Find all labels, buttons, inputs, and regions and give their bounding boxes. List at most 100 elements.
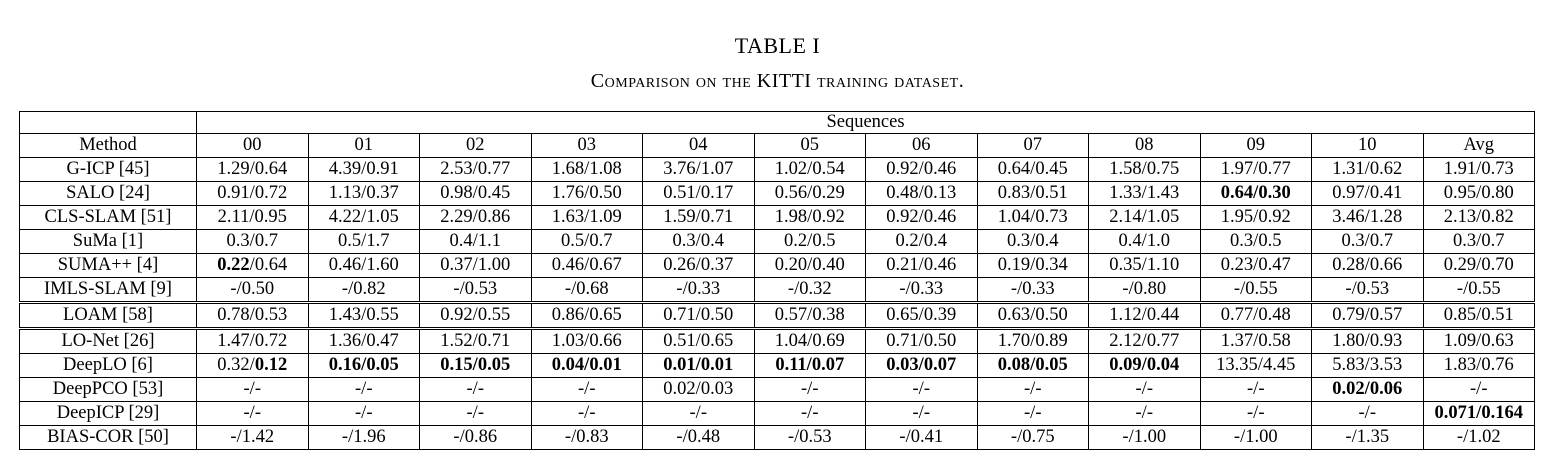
value-slash: / — [361, 379, 367, 399]
value-cell: 0.95/0.80 — [1422, 181, 1535, 206]
value-rotation: 0.50 — [923, 331, 957, 352]
value-rotation: 0.64 — [254, 159, 288, 179]
value-cell: 1.58/0.75 — [1088, 157, 1201, 182]
value-translation: 0.71 — [663, 305, 696, 326]
value-rotation: 1.10 — [1146, 255, 1180, 275]
value-rotation: 0.71 — [477, 331, 511, 352]
method-cell: CLS-SLAM [51] — [19, 205, 197, 230]
value-rotation: 0.41 — [910, 427, 944, 447]
value-slash: / — [1141, 355, 1147, 375]
value-slash: / — [1030, 403, 1036, 423]
value-translation: - — [676, 427, 683, 447]
value-slash: / — [1253, 255, 1259, 275]
value-slash: / — [1253, 305, 1259, 326]
value-slash: / — [1141, 379, 1147, 399]
value-translation: 1.33 — [1109, 183, 1142, 203]
value-slash: / — [1017, 279, 1023, 299]
value-cell: 0.77/0.48 — [1199, 301, 1312, 329]
value-cell: 1.09/0.63 — [1422, 327, 1535, 354]
method-cell: G-ICP [45] — [19, 157, 197, 182]
value-translation: 1.43 — [328, 305, 362, 326]
value-rotation: 1.1 — [477, 231, 501, 251]
value-rotation: 1.96 — [353, 427, 386, 447]
value-translation: 0.64 — [997, 159, 1031, 179]
value-cell: 0.37/1.00 — [419, 253, 532, 278]
value-cell: 0.46/0.67 — [530, 253, 643, 278]
value-translation: - — [1233, 427, 1241, 447]
value-slash: / — [807, 379, 813, 399]
header-group-row: Sequences — [19, 111, 1535, 134]
value-slash: / — [584, 255, 590, 275]
value-translation: 1.63 — [551, 207, 585, 227]
value-translation: - — [243, 403, 250, 423]
value-slash: / — [361, 207, 367, 227]
value-cell: 2.53/0.77 — [419, 157, 532, 182]
value-cell: -/1.00 — [1088, 425, 1201, 450]
value-rotation: 0.64 — [254, 255, 288, 275]
value-slash: / — [1476, 255, 1482, 275]
value-slash: / — [1253, 331, 1259, 352]
value-slash: / — [1253, 231, 1259, 251]
value-rotation: 0.7 — [1481, 231, 1505, 251]
value-cell: 0.04/0.01 — [530, 353, 643, 378]
value-slash: / — [695, 305, 701, 326]
value-slash: / — [348, 279, 354, 299]
value-slash: / — [236, 427, 242, 447]
value-cell: 1.12/0.44 — [1088, 301, 1201, 329]
value-cell: 3.76/1.07 — [642, 157, 755, 182]
value-rotation: - — [589, 379, 596, 399]
value-rotation: 1.00 — [1245, 427, 1278, 447]
value-translation: - — [1135, 403, 1142, 423]
table-row: LO-Net [26] 1.47/0.72 1.36/0.47 1.52/0.71 1.… — [19, 327, 1535, 354]
value-translation: 1.02 — [774, 159, 808, 179]
value-rotation: 0.55 — [477, 305, 511, 326]
table-row: LOAM [58] 0.78/0.53 1.43/0.55 0.92/0.55 0.86… — [19, 301, 1535, 329]
table-row: SuMa [1] 0.3/0.7 0.5/1.7 0.4/1.1 0.5/0.7 0.3/… — [19, 229, 1535, 254]
value-rotation: - — [1146, 403, 1153, 423]
value-translation: - — [1456, 427, 1464, 447]
value-cell: 0.3/0.7 — [1422, 229, 1535, 254]
value-slash: / — [249, 159, 255, 179]
value-rotation: 0.72 — [254, 183, 288, 203]
value-cell: 1.76/0.50 — [530, 181, 643, 206]
value-translation: 0.4 — [449, 231, 473, 251]
value-rotation: - — [366, 379, 373, 399]
value-rotation: 0.07 — [811, 355, 845, 375]
value-cell: 0.48/0.13 — [865, 181, 978, 206]
value-rotation: 0.17 — [700, 183, 734, 203]
value-rotation: 0.39 — [923, 305, 957, 326]
value-cell: 5.83/3.53 — [1311, 353, 1424, 378]
value-cell: 2.29/0.86 — [419, 205, 532, 230]
value-rotation: 0.48 — [687, 427, 721, 447]
value-cell: 1.97/0.77 — [1199, 157, 1312, 182]
value-translation: 4.39 — [328, 159, 362, 179]
value-cell: 0.78/0.53 — [196, 301, 309, 329]
value-translation: - — [676, 279, 683, 299]
value-slash: / — [918, 403, 924, 423]
value-cell: 0.03/0.07 — [865, 353, 978, 378]
value-translation: - — [564, 279, 572, 299]
value-cell: -/0.41 — [865, 425, 978, 450]
value-rotation: 0.04 — [1146, 355, 1180, 375]
value-slash: / — [1476, 403, 1482, 423]
value-cell: 0.83/0.51 — [976, 181, 1089, 206]
value-rotation: 0.54 — [812, 159, 845, 179]
value-translation: 0.32 — [217, 355, 250, 375]
value-rotation: 0.03 — [700, 379, 734, 399]
value-translation: 1.97 — [1220, 159, 1254, 179]
value-cell: -/- — [1199, 377, 1312, 402]
table-row: DeepPCO [53] -/- -/- -/- -/- 0.02/0.03 -/- -/- -… — [19, 377, 1535, 402]
value-cell: -/1.00 — [1199, 425, 1312, 450]
value-translation: 1.47 — [217, 331, 250, 352]
value-rotation: 0.46 — [923, 207, 957, 227]
value-translation: 1.80 — [1332, 331, 1365, 352]
value-cell: 0.63/0.50 — [976, 301, 1089, 329]
header-col-03: 03 — [530, 133, 643, 158]
value-rotation: 0.55 — [1245, 279, 1278, 299]
value-rotation: 0.33 — [1022, 279, 1055, 299]
value-translation: 0.65 — [886, 305, 919, 326]
value-rotation: 0.33 — [910, 279, 944, 299]
value-slash: / — [249, 183, 255, 203]
value-slash: / — [905, 279, 911, 299]
value-rotation: 0.07 — [923, 355, 957, 375]
